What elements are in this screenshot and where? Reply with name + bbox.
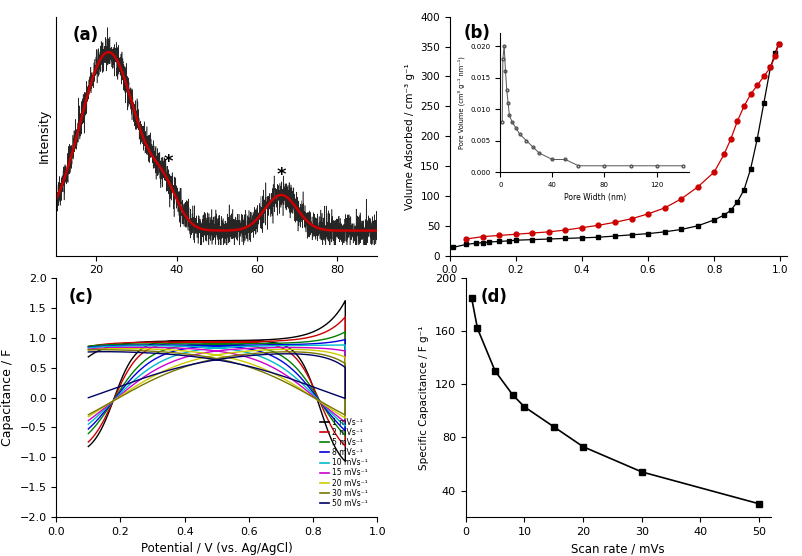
Text: *: * <box>276 166 286 184</box>
X-axis label: Scan rate / mVs: Scan rate / mVs <box>571 542 664 555</box>
X-axis label: Relative Pressure/ PP₀⁻¹: Relative Pressure/ PP₀⁻¹ <box>552 281 683 291</box>
Y-axis label: Intensity: Intensity <box>38 109 51 163</box>
Y-axis label: Capacitance / F: Capacitance / F <box>1 349 14 446</box>
Text: (c): (c) <box>69 287 94 306</box>
Text: (d): (d) <box>480 287 507 306</box>
X-axis label: Potential / V (vs. Ag/AgCl): Potential / V (vs. Ag/AgCl) <box>141 542 292 555</box>
X-axis label: 2θ (degree): 2θ (degree) <box>180 281 253 294</box>
Y-axis label: Volume Adsorbed / cm⁻³ g⁻¹: Volume Adsorbed / cm⁻³ g⁻¹ <box>404 63 414 210</box>
Legend: 1 mVs⁻¹, 2 mVs⁻¹, 5 mVs⁻¹, 8 mVs⁻¹, 10 mVs⁻¹, 15 mVs⁻¹, 20 mVs⁻¹, 30 mVs⁻¹, 50 m: 1 mVs⁻¹, 2 mVs⁻¹, 5 mVs⁻¹, 8 mVs⁻¹, 10 m… <box>317 415 370 511</box>
Y-axis label: Specific Capacitance / F g⁻¹: Specific Capacitance / F g⁻¹ <box>419 325 429 470</box>
Text: (b): (b) <box>463 24 489 42</box>
Text: *: * <box>164 153 173 171</box>
Text: (a): (a) <box>72 26 99 44</box>
